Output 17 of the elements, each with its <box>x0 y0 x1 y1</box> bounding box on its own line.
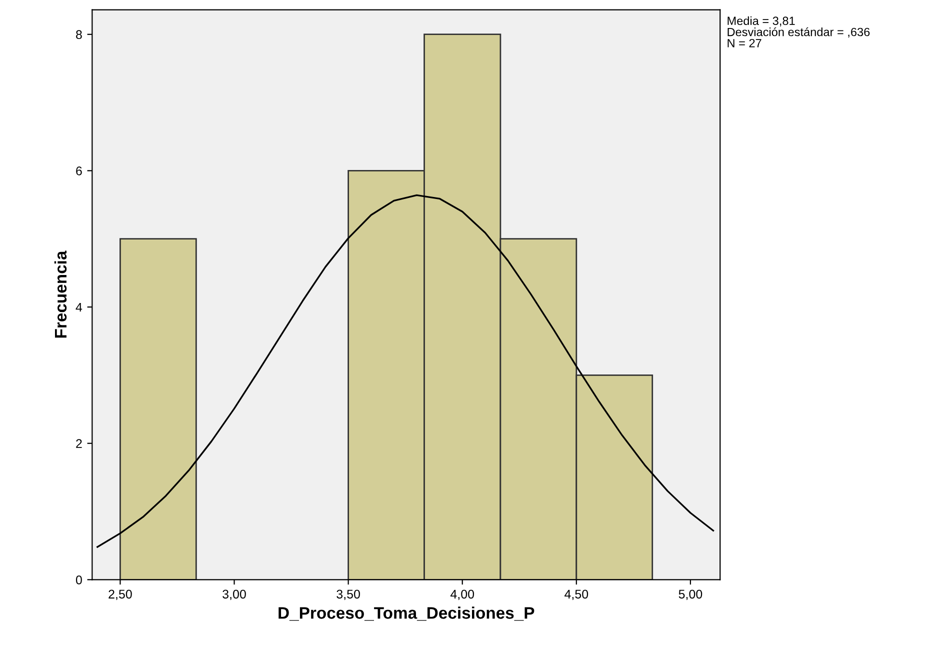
text: Desviación estándar = ,636 <box>728 27 870 38</box>
x-tick-label: 4,50 <box>564 590 588 600</box>
x-tick-label: 2,50 <box>108 590 132 600</box>
y-tick-label: 8 <box>76 30 82 40</box>
x-tick-label: 5,00 <box>678 590 702 600</box>
y-tick-label: 6 <box>76 166 82 176</box>
y-tick-label: 0 <box>76 575 82 584</box>
line-series <box>96 194 714 548</box>
text: N = 27 <box>728 38 762 48</box>
y-axis-title: Frecuencia <box>54 250 67 338</box>
text: Media = 3,81 <box>728 16 795 26</box>
x-axis-title: D_Proceso_Toma_Decisiones_P <box>278 606 534 621</box>
x-tick-label: 3,00 <box>222 590 246 600</box>
x-tick-label: 3,50 <box>336 590 360 600</box>
y-tick-label: 4 <box>76 302 82 312</box>
x-tick-label: 4,00 <box>450 590 474 600</box>
y-tick-label: 2 <box>76 439 82 448</box>
